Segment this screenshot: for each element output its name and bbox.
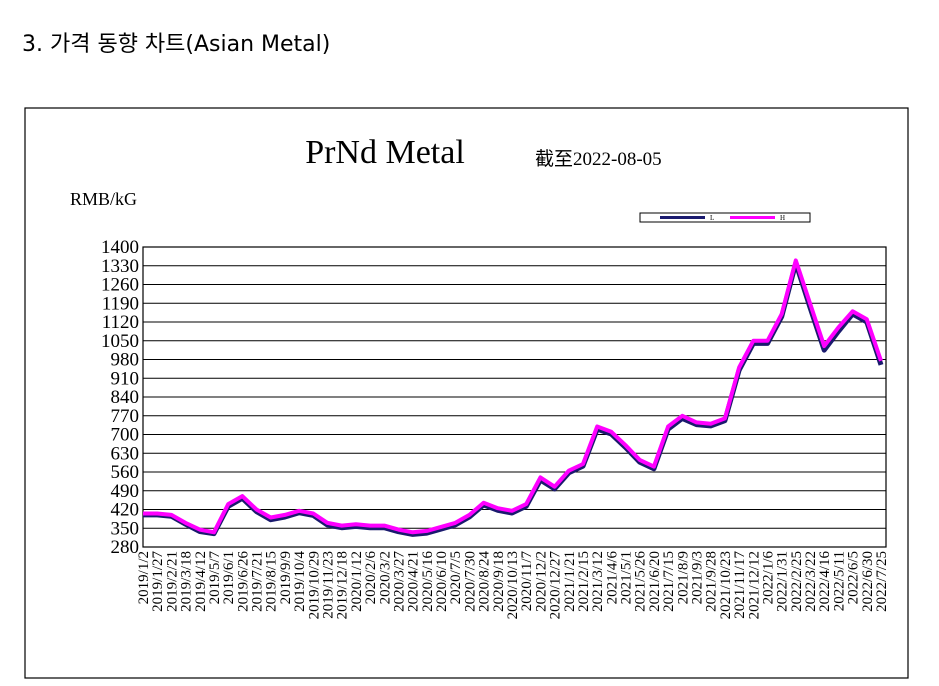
x-tick-label: 2021/12/12 [746,551,762,619]
x-tick-label: 2019/7/21 [250,551,266,612]
x-tick-label: 2020/6/10 [434,551,450,612]
x-tick-label: 2022/3/22 [803,551,819,612]
x-tick-label: 2021/9/3 [690,551,706,604]
y-tick-label: 980 [111,350,140,371]
x-tick-label: 2019/11/23 [321,551,337,619]
y-tick-label: 630 [111,443,140,464]
x-tick-label: 2022/7/25 [874,551,890,612]
legend-label: L [710,214,714,222]
x-tick-label: 2019/10/29 [306,551,322,619]
x-tick-label: 2022/1/31 [775,551,791,612]
x-tick-label: 2019/3/18 [179,551,195,612]
x-tick-label: 2020/1/12 [349,551,365,612]
y-tick-label: 910 [111,368,140,389]
x-tick-label: 2022/5/11 [831,551,847,611]
x-tick-label: 2019/5/7 [207,551,223,605]
chart-subtitle: 截至2022-08-05 [535,148,662,170]
x-tick-label: 2021/1/21 [562,551,578,612]
y-tick-label: 1400 [101,237,139,258]
x-tick-label: 2019/12/18 [335,551,351,619]
y-tick-label: 1260 [101,275,139,296]
x-tick-label: 2019/8/15 [264,551,280,612]
x-tick-label: 2020/2/6 [363,551,379,605]
x-tick-label: 2020/7/30 [462,551,478,612]
y-tick-label: 1190 [102,293,139,314]
plot-area [142,246,887,548]
y-tick-label: 700 [111,425,140,446]
x-tick-label: 2021/4/6 [604,551,620,605]
legend [639,212,811,223]
x-tick-label: 2022/6/5 [846,551,862,604]
x-tick-label: 2022/6/30 [860,551,876,612]
x-tick-label: 2021/7/15 [661,551,677,612]
y-tick-label: 1050 [101,331,139,352]
x-tick-label: 2019/6/26 [235,551,251,612]
chart-frame [24,107,909,679]
x-tick-label: 2022/4/16 [817,551,833,612]
y-tick-label: 560 [111,462,140,483]
y-tick-label: 840 [111,387,140,408]
x-tick-label: 2019/9/9 [278,551,294,604]
y-tick-label: 350 [111,518,140,539]
x-tick-label: 2020/12/2 [533,551,549,612]
x-tick-label: 2020/8/24 [477,551,493,612]
line-series [143,258,883,535]
x-tick-label: 2020/5/16 [420,551,436,612]
x-tick-label: 2020/12/27 [548,551,564,620]
chart-title: PrNd Metal [305,134,465,171]
y-tick-label: 280 [111,537,140,558]
x-tick-label: 2021/6/20 [647,551,663,612]
x-tick-label: 2020/10/13 [505,551,521,619]
x-tick-label: 2021/5/26 [633,551,649,612]
x-tick-label: 2019/1/2 [136,551,152,604]
x-tick-label: 2019/2/21 [164,551,180,612]
y-tick-label: 420 [111,500,140,521]
x-tick-label: 2020/4/21 [406,551,422,612]
x-tick-label: 2020/3/2 [377,551,393,604]
section-heading: 3. 가격 동향 차트(Asian Metal) [22,32,331,57]
x-tick-label: 2022/2/25 [789,551,805,612]
x-tick-label: 2020/9/18 [491,551,507,612]
x-tick-label: 2020/3/27 [391,551,407,612]
x-tick-label: 2021/2/15 [576,551,592,612]
y-tick-label: 1330 [101,256,139,277]
x-tick-label: 2019/6/1 [221,551,237,604]
x-tick-label: 2021/9/28 [704,551,720,612]
y-tick-label: 770 [111,406,140,427]
x-tick-label: 2021/5/1 [619,551,635,604]
x-tick-label: 2021/3/12 [590,551,606,612]
x-tick-label: 2022/1/6 [760,551,776,605]
y-tick-label: 1120 [102,312,139,333]
y-axis-label: RMB/kG [70,189,137,209]
x-tick-label: 2020/11/7 [519,551,535,612]
x-tick-label: 2021/8/9 [675,551,691,604]
legend-label: H [780,214,785,222]
x-tick-label: 2021/11/17 [732,551,748,619]
x-tick-label: 2021/10/23 [718,551,734,619]
x-tick-label: 2020/7/5 [448,551,464,604]
x-tick-label: 2019/1/27 [150,551,166,612]
x-tick-label: 2019/10/4 [292,551,308,612]
y-tick-label: 490 [111,481,140,502]
x-tick-label: 2019/4/12 [193,551,209,612]
